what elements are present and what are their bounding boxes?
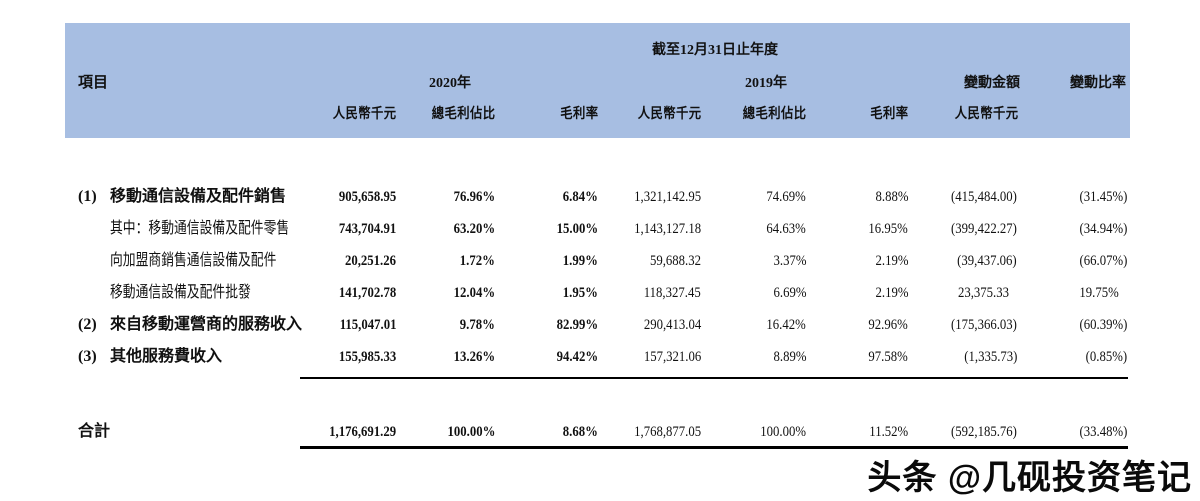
value-cell: 64.63%: [766, 221, 806, 237]
value-cell: 6.69%: [773, 285, 806, 301]
row-number: (3): [78, 348, 97, 365]
value-cell: (175,366.03): [951, 317, 1017, 333]
table-row: (2) 來自移動運營商的服務收入 115,047.01 9.78% 82.99%…: [65, 309, 1130, 341]
value-cell: 16.42%: [766, 317, 806, 333]
value-cell: 76.96%: [453, 189, 495, 205]
row-number: [65, 213, 107, 245]
value-cell: 59,688.32: [649, 253, 701, 269]
value-cell: 1.72%: [459, 253, 495, 269]
value-cell: 97.58%: [868, 349, 908, 365]
total-underline: [300, 446, 1128, 449]
table-header: 項目 截至12月31日止年度 2020年 2019年 變動金額 變動比率 人民幣…: [65, 23, 1130, 138]
table-row: (3) 其他服務費收入 155,985.33 13.26% 94.42% 157…: [65, 341, 1130, 373]
table-row: 移動通信設備及配件批發 141,702.78 12.04% 1.95% 118,…: [65, 277, 1130, 309]
col-header-item: 項目: [78, 75, 109, 91]
table-row: 向加盟商銷售通信設備及配件 20,251.26 1.72% 1.99% 59,6…: [65, 245, 1130, 277]
value-cell: (31.45%): [1079, 189, 1127, 205]
value-cell: 13.26%: [453, 349, 495, 365]
value-cell: 1,176,691.29: [329, 424, 396, 440]
divider-line: [300, 377, 1128, 379]
row-label: 其中：移動通信設備及配件零售: [110, 220, 290, 237]
value-cell: 743,704.91: [338, 221, 396, 237]
row-label: 來自移動運營商的服務收入: [110, 316, 303, 333]
value-cell: (399,422.27): [951, 221, 1017, 237]
value-cell: 1,768,877.05: [634, 424, 701, 440]
col-header-margin-2020: 毛利率: [559, 107, 598, 122]
row-label: 移動通信設備及配件批發: [110, 284, 251, 301]
value-cell: (34.94%): [1079, 221, 1127, 237]
value-cell: (415,484.00): [951, 189, 1017, 205]
value-cell: (60.39%): [1079, 317, 1127, 333]
value-cell: 1.99%: [562, 253, 598, 269]
col-header-rmb-change: 人民幣千元: [954, 107, 1018, 122]
value-cell: 12.04%: [453, 285, 495, 301]
row-number: [65, 245, 107, 277]
table-row: 其中：移動通信設備及配件零售 743,704.91 63.20% 15.00% …: [65, 213, 1130, 245]
value-cell: 63.20%: [453, 221, 495, 237]
watermark-toutiao: 头条 @几砚投资笔记: [867, 459, 1192, 497]
row-number: [65, 277, 107, 309]
value-cell: (1,335.73): [963, 349, 1017, 365]
col-header-rmb-2020: 人民幣千元: [332, 107, 396, 122]
value-cell: 905,658.95: [338, 189, 396, 205]
value-cell: 19.75%: [1079, 285, 1119, 301]
value-cell: 157,321.06: [643, 349, 701, 365]
value-cell: 16.95%: [868, 221, 908, 237]
value-cell: 82.99%: [556, 317, 598, 333]
value-cell: (39,437.06): [957, 253, 1017, 269]
value-cell: 2.19%: [875, 285, 908, 301]
value-cell: 94.42%: [556, 349, 598, 365]
col-header-2019: 2019年: [745, 76, 787, 91]
value-cell: 15.00%: [556, 221, 598, 237]
value-cell: 11.52%: [869, 424, 908, 440]
row-label: 向加盟商銷售通信設備及配件: [110, 252, 277, 269]
table-row: (1) 移動通信設備及配件銷售 905,658.95 76.96% 6.84% …: [65, 181, 1130, 213]
value-cell: 9.78%: [459, 317, 495, 333]
value-cell: 155,985.33: [338, 349, 396, 365]
value-cell: 1.95%: [562, 285, 598, 301]
col-header-change-amount: 變動金額: [964, 76, 1020, 91]
col-header-gross-share-2019: 總毛利佔比: [742, 107, 806, 122]
header-row-subcolumns: 人民幣千元 總毛利佔比 毛利率 人民幣千元 總毛利佔比 毛利率 人民幣千元: [65, 105, 1130, 125]
value-cell: 118,327.45: [644, 285, 701, 301]
value-cell: 8.68%: [562, 424, 598, 440]
table-total-row: 合計 1,176,691.29 100.00% 8.68% 1,768,877.…: [65, 416, 1130, 448]
col-header-margin-2019: 毛利率: [869, 107, 908, 122]
value-cell: (0.85%): [1085, 349, 1127, 365]
value-cell: 115,047.01: [339, 317, 396, 333]
value-cell: 8.89%: [773, 349, 806, 365]
value-cell: 92.96%: [868, 317, 908, 333]
value-cell: 290,413.04: [643, 317, 701, 333]
header-row-period: 截至12月31日止年度: [65, 41, 1130, 61]
header-row-groups: 2020年 2019年 變動金額 變動比率: [65, 74, 1130, 94]
value-cell: 74.69%: [766, 189, 806, 205]
value-cell: 6.84%: [562, 189, 598, 205]
row-number: (1): [78, 188, 97, 205]
value-cell: 2.19%: [875, 253, 908, 269]
value-cell: 23,375.33: [957, 285, 1009, 301]
col-header-rmb-2019: 人民幣千元: [637, 107, 701, 122]
value-cell: 3.37%: [773, 253, 806, 269]
total-label: 合計: [78, 423, 111, 440]
value-cell: 1,321,142.95: [634, 189, 701, 205]
row-number: (2): [78, 316, 97, 333]
value-cell: 100.00%: [447, 424, 495, 440]
row-label: 其他服務費收入: [110, 348, 223, 365]
value-cell: 8.88%: [875, 189, 908, 205]
row-label: 移動通信設備及配件銷售: [110, 188, 287, 205]
value-cell: (66.07%): [1079, 253, 1127, 269]
table-body: (1) 移動通信設備及配件銷售 905,658.95 76.96% 6.84% …: [65, 181, 1130, 373]
col-header-gross-share-2020: 總毛利佔比: [431, 107, 495, 122]
col-header-period-title: 截至12月31日止年度: [652, 43, 778, 58]
col-header-2020: 2020年: [429, 76, 471, 91]
value-cell: 1,143,127.18: [634, 221, 701, 237]
col-header-change-ratio: 變動比率: [1070, 76, 1126, 91]
value-cell: (592,185.76): [951, 424, 1017, 440]
value-cell: (33.48%): [1079, 424, 1127, 440]
value-cell: 20,251.26: [344, 253, 396, 269]
value-cell: 100.00%: [760, 424, 806, 440]
value-cell: 141,702.78: [338, 285, 396, 301]
